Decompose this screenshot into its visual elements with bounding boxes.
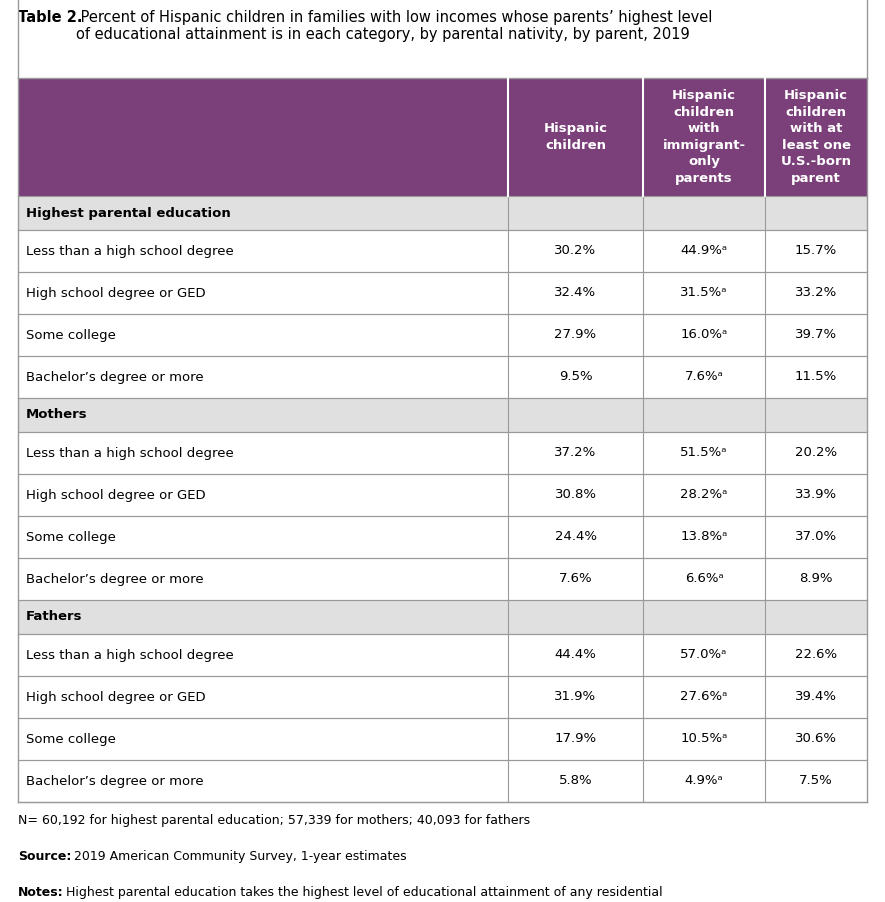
Text: 11.5%: 11.5% xyxy=(795,371,837,383)
Bar xyxy=(18,272,867,314)
Text: Bachelor’s degree or more: Bachelor’s degree or more xyxy=(26,573,204,585)
Text: 39.7%: 39.7% xyxy=(795,328,837,342)
Text: Hispanic
children
with at
least one
U.S.-born
parent: Hispanic children with at least one U.S.… xyxy=(781,89,851,185)
Text: Bachelor’s degree or more: Bachelor’s degree or more xyxy=(26,371,204,383)
Text: High school degree or GED: High school degree or GED xyxy=(26,691,205,704)
Text: Highest parental education: Highest parental education xyxy=(26,207,231,219)
Text: 9.5%: 9.5% xyxy=(558,371,592,383)
Bar xyxy=(18,558,867,600)
Text: 44.9%ᵃ: 44.9%ᵃ xyxy=(681,244,727,257)
Text: 37.0%: 37.0% xyxy=(795,530,837,544)
Bar xyxy=(18,718,867,760)
Text: 2019 American Community Survey, 1-year estimates: 2019 American Community Survey, 1-year e… xyxy=(70,850,406,863)
Text: 33.9%: 33.9% xyxy=(795,489,837,502)
Text: Bachelor’s degree or more: Bachelor’s degree or more xyxy=(26,775,204,787)
Text: Some college: Some college xyxy=(26,732,116,745)
Bar xyxy=(18,196,867,230)
Text: 31.5%ᵃ: 31.5%ᵃ xyxy=(681,287,727,299)
Text: Source:: Source: xyxy=(18,850,72,863)
Text: 37.2%: 37.2% xyxy=(554,446,596,459)
Bar xyxy=(18,398,867,432)
Text: Notes:: Notes: xyxy=(18,886,64,899)
Text: 30.8%: 30.8% xyxy=(555,489,596,502)
Text: 6.6%ᵃ: 6.6%ᵃ xyxy=(685,573,723,585)
Text: Table 2.: Table 2. xyxy=(18,10,82,25)
Text: 51.5%ᵃ: 51.5%ᵃ xyxy=(681,446,727,459)
Text: 22.6%: 22.6% xyxy=(795,649,837,661)
Text: 28.2%ᵃ: 28.2%ᵃ xyxy=(681,489,727,502)
Text: Less than a high school degree: Less than a high school degree xyxy=(26,649,234,661)
Text: 20.2%: 20.2% xyxy=(795,446,837,459)
Bar xyxy=(18,474,867,516)
Text: 27.6%ᵃ: 27.6%ᵃ xyxy=(681,691,727,704)
Bar xyxy=(18,676,867,718)
Bar xyxy=(18,356,867,398)
Text: Fathers: Fathers xyxy=(26,611,82,623)
Text: 33.2%: 33.2% xyxy=(795,287,837,299)
Text: High school degree or GED: High school degree or GED xyxy=(26,489,205,502)
Text: 4.9%ᵃ: 4.9%ᵃ xyxy=(685,775,723,787)
Text: Less than a high school degree: Less than a high school degree xyxy=(26,446,234,459)
Text: 16.0%ᵃ: 16.0%ᵃ xyxy=(681,328,727,342)
Text: 7.6%ᵃ: 7.6%ᵃ xyxy=(685,371,723,383)
Bar xyxy=(18,600,867,634)
Bar xyxy=(18,760,867,802)
Text: 7.6%: 7.6% xyxy=(558,573,592,585)
Text: Hispanic
children
with
immigrant-
only
parents: Hispanic children with immigrant- only p… xyxy=(663,89,745,185)
Text: 30.6%: 30.6% xyxy=(795,732,837,745)
Text: High school degree or GED: High school degree or GED xyxy=(26,287,205,299)
Bar xyxy=(18,634,867,676)
Text: 31.9%: 31.9% xyxy=(554,691,596,704)
Text: Some college: Some college xyxy=(26,328,116,342)
Text: 8.9%: 8.9% xyxy=(799,573,833,585)
Text: 39.4%: 39.4% xyxy=(795,691,837,704)
Text: Hispanic
children: Hispanic children xyxy=(543,123,607,152)
Text: 44.4%: 44.4% xyxy=(555,649,596,661)
Text: 17.9%: 17.9% xyxy=(554,732,596,745)
Text: 27.9%: 27.9% xyxy=(554,328,596,342)
Text: Less than a high school degree: Less than a high school degree xyxy=(26,244,234,257)
Bar xyxy=(18,432,867,474)
Bar xyxy=(18,78,867,196)
Bar xyxy=(18,314,867,356)
Bar xyxy=(18,516,867,558)
Text: 7.5%: 7.5% xyxy=(799,775,833,787)
Text: Some college: Some college xyxy=(26,530,116,544)
Text: 30.2%: 30.2% xyxy=(554,244,596,257)
Bar xyxy=(18,230,867,272)
Text: 13.8%ᵃ: 13.8%ᵃ xyxy=(681,530,727,544)
Text: 24.4%: 24.4% xyxy=(555,530,596,544)
Text: 5.8%: 5.8% xyxy=(558,775,592,787)
Text: 57.0%ᵃ: 57.0%ᵃ xyxy=(681,649,727,661)
Text: 15.7%: 15.7% xyxy=(795,244,837,257)
Text: N= 60,192 for highest parental education; 57,339 for mothers; 40,093 for fathers: N= 60,192 for highest parental education… xyxy=(18,814,530,827)
Text: 32.4%: 32.4% xyxy=(554,287,596,299)
Text: Mothers: Mothers xyxy=(26,409,88,421)
Text: 10.5%ᵃ: 10.5%ᵃ xyxy=(681,732,727,745)
Text: Highest parental education takes the highest level of educational attainment of : Highest parental education takes the hig… xyxy=(62,886,719,902)
Text: Percent of Hispanic children in families with low incomes whose parents’ highest: Percent of Hispanic children in families… xyxy=(76,10,712,42)
